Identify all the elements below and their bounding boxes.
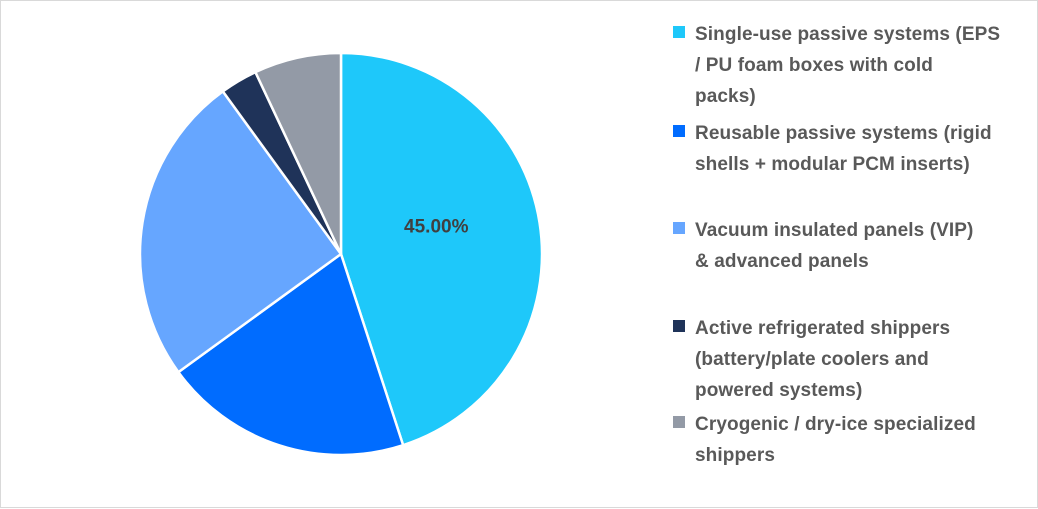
legend-swatch (673, 222, 685, 234)
slice-data-label-0: 45.00% (404, 216, 469, 237)
legend-item-vip: Vacuum insulated panels (VIP) & advanced … (673, 215, 1023, 277)
legend-label: Cryogenic / dry-ice specialized shippers (695, 414, 976, 466)
pie-slice-0 (339, 51, 544, 447)
legend-item-single-use: Single-use passive systems (EPS / PU foam… (673, 19, 1023, 112)
legend-swatch (673, 416, 685, 428)
pie-slice-2 (138, 90, 343, 374)
legend-item-cryogenic: Cryogenic / dry-ice specialized shippers (673, 409, 1023, 471)
legend-label: Vacuum insulated panels (VIP) & advanced … (695, 220, 974, 272)
pie-chart: 45.00% (138, 51, 544, 457)
pie-slice-1 (177, 252, 405, 457)
legend-swatch (673, 125, 685, 137)
pie-slice-4 (254, 51, 343, 256)
legend-item-reusable: Reusable passive systems (rigid shells + … (673, 118, 1023, 180)
legend-label: Active refrigerated shippers (battery/pla… (695, 318, 951, 401)
legend-item-active: Active refrigerated shippers (battery/pla… (673, 313, 1023, 406)
legend-swatch (673, 26, 685, 38)
legend-swatch (673, 320, 685, 332)
legend-label: Reusable passive systems (rigid shells + … (695, 123, 992, 175)
legend-label: Single-use passive systems (EPS / PU foam… (695, 24, 1001, 107)
